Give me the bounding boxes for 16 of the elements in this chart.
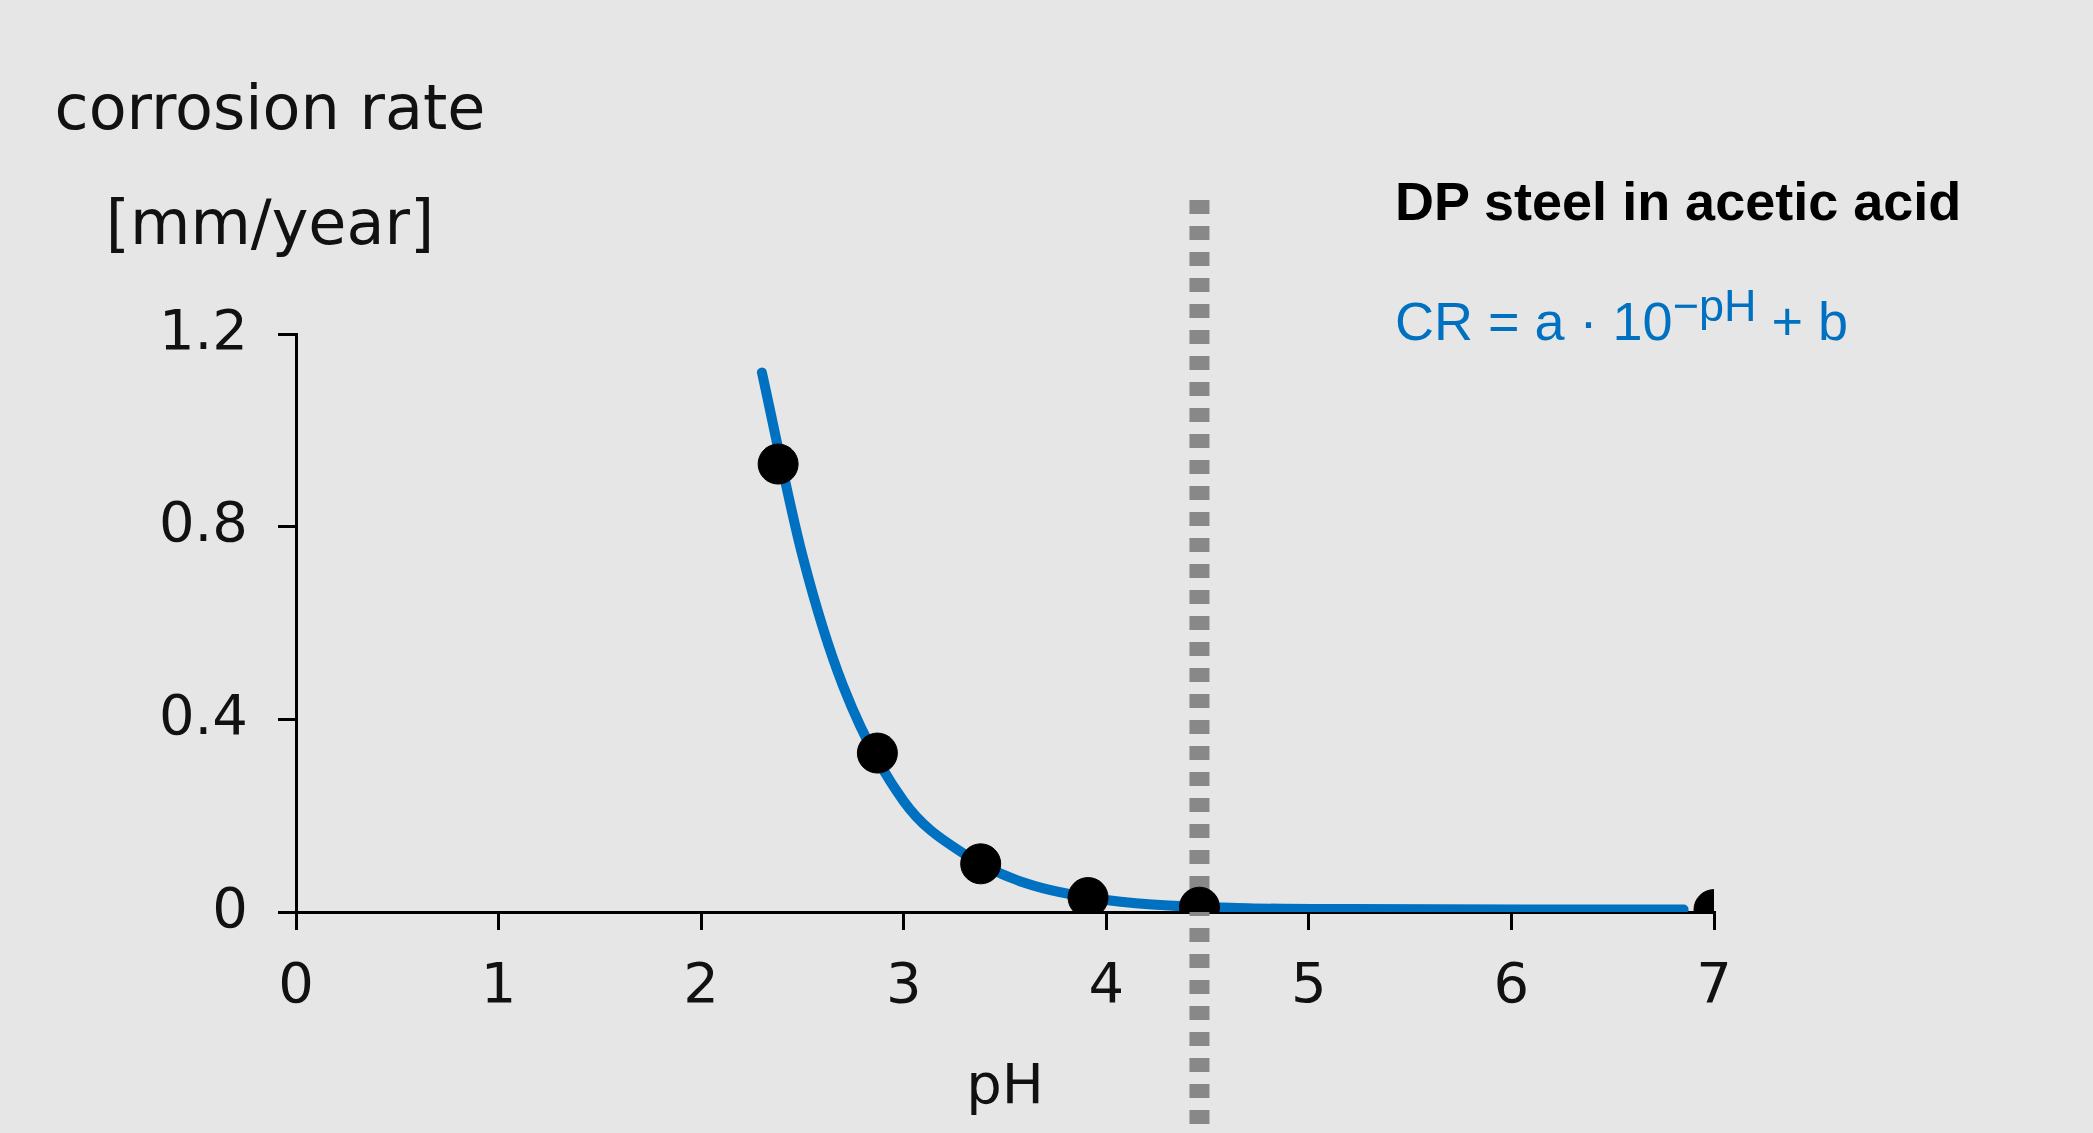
x-tick-label: 4 [1088,950,1125,1016]
annotation: CR = a · 10$^{−pH}$ + b [1395,280,1849,352]
text: DP steel in acetic acid [1395,170,1962,232]
y-tick-label: 0 [212,874,248,940]
x-tick-label: 0 [278,950,314,1016]
x-tick-label: 1 [480,950,517,1016]
x-tick-label: 6 [1493,950,1530,1016]
y-tick-label: 0.8 [158,489,248,555]
y-axis-title: corrosion rate [mm/year] [53,70,487,261]
x-tick-label: 2 [683,950,719,1016]
x-tick-label: 7 [1696,950,1732,1016]
x-tick-label: 3 [885,950,922,1016]
y-tick-label: 0.4 [158,681,248,747]
y-tick-label: 1.2 [158,296,248,362]
x-tick-label: 5 [1291,950,1327,1016]
x-axis-title: pH [966,1050,1044,1116]
